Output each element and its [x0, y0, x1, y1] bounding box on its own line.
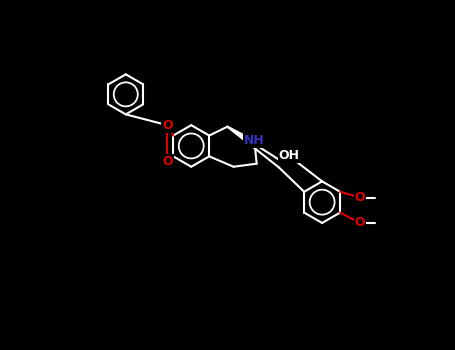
Text: O: O [162, 155, 172, 168]
Text: O: O [354, 216, 365, 230]
Text: O: O [162, 119, 172, 132]
Text: O: O [354, 191, 365, 204]
Text: NH: NH [244, 134, 265, 147]
Text: OH: OH [278, 149, 299, 162]
